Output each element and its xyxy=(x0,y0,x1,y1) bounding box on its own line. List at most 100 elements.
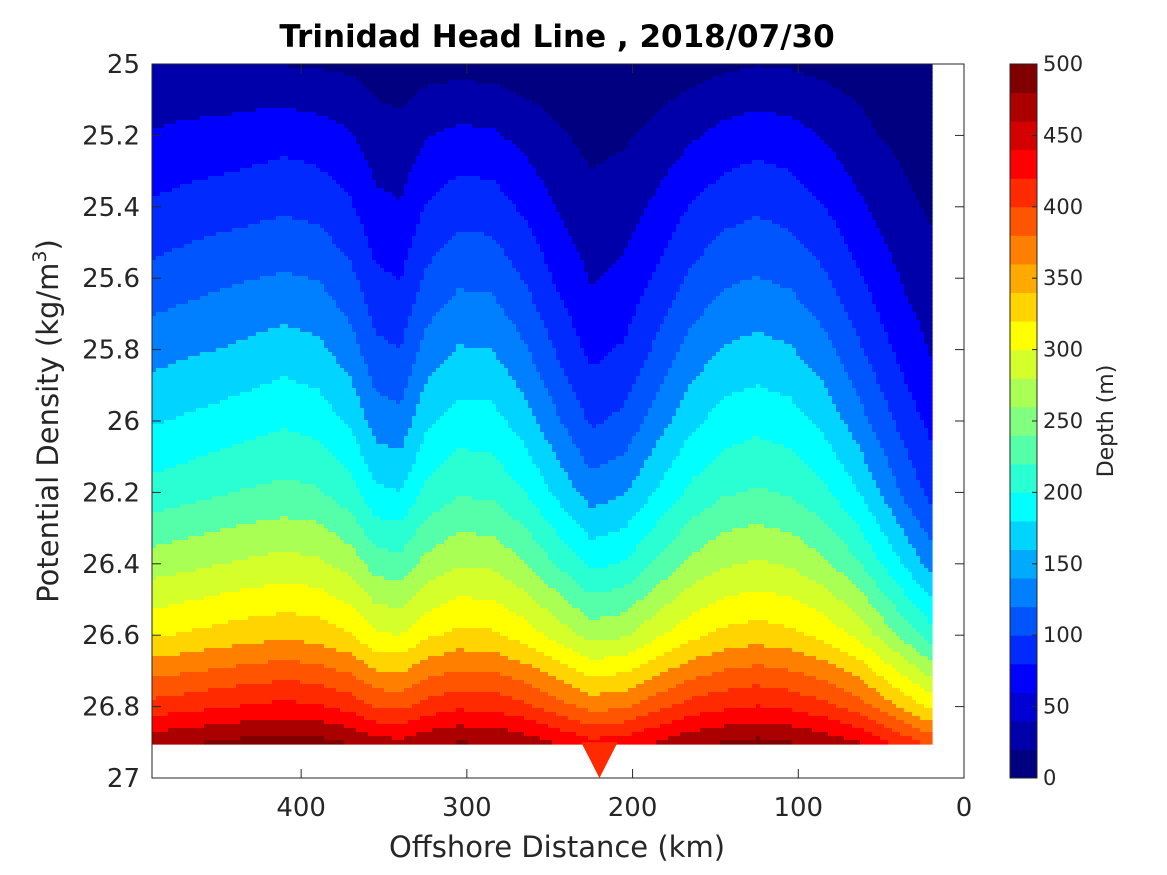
contour-cell xyxy=(360,72,365,77)
contour-cell xyxy=(548,72,553,77)
contour-cell xyxy=(176,72,181,77)
contour-cell xyxy=(432,144,437,149)
contour-cell xyxy=(760,112,765,117)
contour-cell xyxy=(644,140,649,145)
contour-cell xyxy=(276,92,281,97)
contour-cell xyxy=(776,124,781,129)
contour-cell xyxy=(188,88,193,93)
contour-cell xyxy=(768,64,773,69)
contour-cell xyxy=(776,100,781,105)
contour-cell xyxy=(900,100,905,105)
contour-cell xyxy=(676,124,681,129)
contour-cell xyxy=(700,112,705,117)
contour-cell xyxy=(456,68,461,73)
contour-cell xyxy=(292,148,297,153)
contour-cell xyxy=(448,128,453,133)
contour-cell xyxy=(804,144,809,149)
contour-cell xyxy=(396,116,401,121)
contour-cell xyxy=(392,136,397,141)
contour-cell xyxy=(764,108,769,113)
contour-cell xyxy=(656,128,661,133)
contour-cell xyxy=(896,72,901,77)
contour-cell xyxy=(268,148,273,153)
contour-cell xyxy=(768,144,773,149)
contour-cell xyxy=(208,88,213,93)
contour-cell xyxy=(808,76,813,81)
contour-cell xyxy=(312,92,317,97)
contour-cell xyxy=(592,76,597,81)
contour-cell xyxy=(280,100,285,105)
contour-cell xyxy=(376,76,381,81)
contour-cell xyxy=(376,132,381,137)
contour-cell xyxy=(904,120,909,125)
contour-cell xyxy=(652,132,657,137)
contour-cell xyxy=(460,108,465,113)
contour-cell xyxy=(892,84,897,89)
contour-cell xyxy=(600,96,605,101)
contour-cell xyxy=(152,92,157,97)
contour-cell xyxy=(388,76,393,81)
contour-cell xyxy=(220,104,225,109)
contour-cell xyxy=(436,108,441,113)
contour-cell xyxy=(308,112,313,117)
contour-cell xyxy=(192,120,197,125)
contour-cell xyxy=(292,100,297,105)
contour-cell xyxy=(388,92,393,97)
contour-cell xyxy=(788,108,793,113)
contour-cell xyxy=(256,88,261,93)
contour-cell xyxy=(776,84,781,89)
contour-cell xyxy=(388,88,393,93)
contour-cell xyxy=(264,136,269,141)
contour-cell xyxy=(356,92,361,97)
contour-cell xyxy=(564,68,569,73)
contour-cell xyxy=(728,144,733,149)
contour-cell xyxy=(752,140,757,145)
contour-cell xyxy=(284,112,289,117)
contour-cell xyxy=(572,76,577,81)
contour-cell xyxy=(480,108,485,113)
contour-cell xyxy=(312,96,317,101)
contour-cell xyxy=(376,104,381,109)
contour-cell xyxy=(540,92,545,97)
contour-cell xyxy=(896,112,901,117)
contour-cell xyxy=(248,96,253,101)
contour-cell xyxy=(588,104,593,109)
contour-cell xyxy=(388,64,393,69)
contour-cell xyxy=(352,132,357,137)
contour-cell xyxy=(476,104,481,109)
contour-cell xyxy=(740,68,745,73)
contour-cell xyxy=(528,144,533,149)
contour-cell xyxy=(792,84,797,89)
contour-cell xyxy=(768,100,773,105)
contour-cell xyxy=(780,116,785,121)
contour-cell xyxy=(280,64,285,69)
contour-cell xyxy=(364,108,369,113)
contour-cell xyxy=(256,144,261,149)
contour-cell xyxy=(740,140,745,145)
contour-cell xyxy=(312,84,317,89)
contour-cell xyxy=(732,96,737,101)
contour-cell xyxy=(372,68,377,73)
contour-cell xyxy=(868,136,873,141)
contour-cell xyxy=(168,92,173,97)
contour-cell xyxy=(272,64,277,69)
contour-cell xyxy=(160,84,165,89)
contour-cell xyxy=(676,96,681,101)
contour-cell xyxy=(836,68,841,73)
contour-cell xyxy=(248,136,253,141)
contour-cell xyxy=(644,144,649,149)
contour-cell xyxy=(536,144,541,149)
contour-cell xyxy=(868,140,873,145)
contour-cell xyxy=(384,92,389,97)
contour-cell xyxy=(656,104,661,109)
contour-cell xyxy=(872,68,877,73)
contour-cell xyxy=(280,120,285,125)
contour-cell xyxy=(760,136,765,141)
contour-cell xyxy=(608,124,613,129)
contour-cell xyxy=(224,148,229,153)
contour-cell xyxy=(888,76,893,81)
contour-cell xyxy=(260,128,265,133)
contour-cell xyxy=(612,76,617,81)
contour-cell xyxy=(428,124,433,129)
contour-cell xyxy=(396,104,401,109)
